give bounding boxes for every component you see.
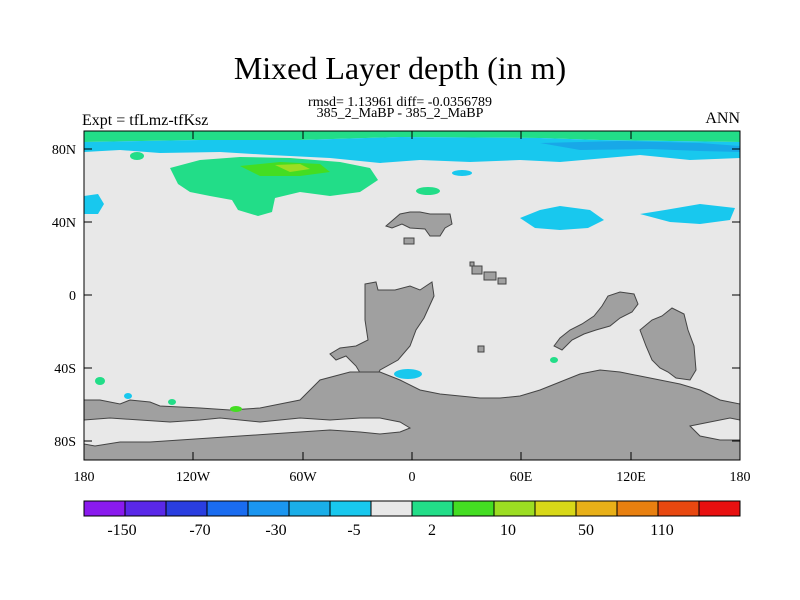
lon-label-6: 180: [730, 470, 751, 485]
lat-label-3: 40S: [54, 362, 76, 377]
lon-label-1: 120W: [176, 470, 211, 485]
land-masses: [83, 211, 741, 461]
lat-label-4: 80S: [54, 435, 76, 450]
north-pacific-spot: [130, 152, 144, 160]
colorbar-box: [329, 500, 372, 517]
colorbar: [83, 500, 741, 517]
colorbar-box: [575, 500, 618, 517]
lat-labels: 80N 40N 0 40S 80S: [52, 143, 76, 450]
alaska-spot: [416, 187, 440, 195]
lon-label-4: 60E: [510, 470, 533, 485]
lat-label-0: 80N: [52, 143, 76, 158]
north-spot-2: [452, 170, 472, 176]
colorbar-box: [493, 500, 536, 517]
lon-label-0: 180: [74, 470, 95, 485]
map-title: Mixed Layer depth (in m): [233, 50, 567, 86]
colorbar-box: [534, 500, 577, 517]
colorbar-box: [124, 500, 167, 517]
experiment-label: Expt = tfLmz-tfKsz: [82, 112, 209, 129]
colorbar-box: [370, 500, 413, 517]
lon-label-5: 120E: [616, 470, 646, 485]
lon-label-3: 0: [409, 470, 416, 485]
season-label: ANN: [705, 110, 740, 127]
colorbar-box: [247, 500, 290, 517]
east-patch: [640, 204, 735, 224]
antarctic-bays: [83, 417, 741, 447]
colorbar-box: [452, 500, 495, 517]
colorbar-label-6: 50: [578, 522, 594, 539]
colorbar-box: [165, 500, 208, 517]
lat-label-1: 40N: [52, 216, 76, 231]
colorbar-box: [698, 500, 741, 517]
north-pacific-core-2: [275, 164, 310, 172]
y-ticks: [84, 148, 740, 442]
colorbar-label-3: -5: [347, 522, 360, 539]
lat-label-2: 0: [69, 289, 76, 304]
colorbar-label-4: 2: [428, 522, 436, 539]
colorbar-box: [206, 500, 249, 517]
case-line: 385_2_MaBP - 385_2_MaBP: [316, 106, 484, 121]
colorbar-label-2: -30: [265, 522, 286, 539]
colorbar-labels: -150 -70 -30 -5 2 10 50 110: [107, 522, 673, 539]
colorbar-label-7: 110: [650, 522, 673, 539]
stats-line: rmsd= 1.13961 diff= -0.0356789: [308, 95, 492, 110]
colorbar-label-1: -70: [189, 522, 210, 539]
x-ticks: [83, 131, 741, 460]
atlantic-west-patch: [84, 194, 104, 214]
southern-green-spot-2: [230, 406, 242, 412]
southern-green-spot-4: [168, 399, 176, 405]
lon-label-2: 60W: [289, 470, 317, 485]
southern-green-spot-3: [550, 357, 558, 363]
colorbar-box: [411, 500, 454, 517]
lon-labels: 180 120W 60W 0 60E 120E 180: [74, 470, 751, 485]
colorbar-label-0: -150: [107, 522, 136, 539]
mid-atlantic-patch: [520, 206, 604, 230]
southern-blue-spot-2: [124, 393, 132, 399]
colorbar-label-5: 10: [500, 522, 516, 539]
southern-green-spot-1: [95, 377, 105, 385]
arctic-deep-band: [540, 141, 740, 152]
colorbar-box: [288, 500, 331, 517]
colorbar-box: [83, 500, 126, 517]
colorbar-box: [657, 500, 700, 517]
southern-blue-spot: [394, 369, 422, 379]
colorbar-box: [616, 500, 659, 517]
